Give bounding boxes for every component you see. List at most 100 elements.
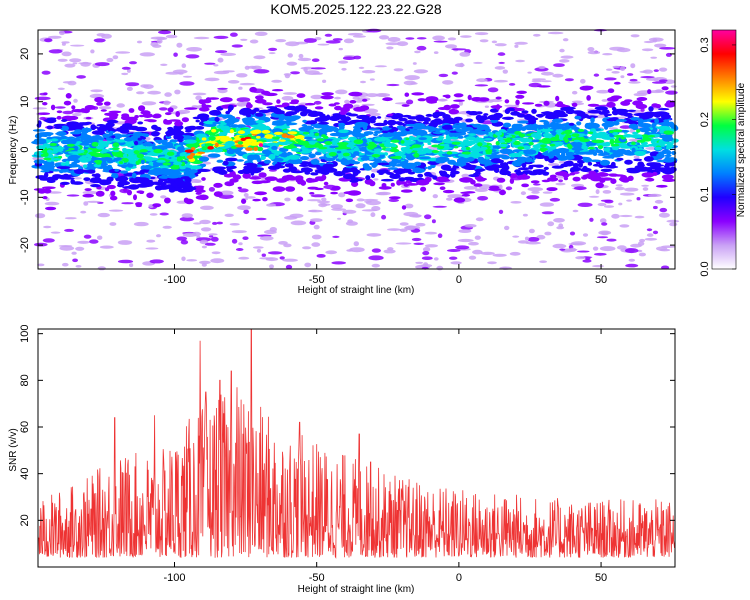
spectrogram-cell — [620, 113, 632, 116]
spectrogram-cell — [208, 136, 216, 141]
spectrogram-cell — [395, 242, 412, 245]
spectrogram-cell — [467, 94, 472, 101]
spectrogram-cell — [524, 115, 536, 121]
spectrogram-cell — [103, 144, 109, 148]
spectrogram-cell — [514, 131, 522, 135]
spectrogram-cell — [136, 91, 145, 95]
spectrogram-cell — [445, 44, 457, 49]
spectrogram-cell — [57, 87, 65, 91]
spectrogram-cell — [518, 167, 531, 171]
spectrogram-cell — [230, 32, 238, 37]
spectrogram-cell — [587, 109, 602, 114]
spectrogram-cell — [94, 97, 104, 103]
spectrogram-cell — [149, 213, 158, 216]
spectrogram-cell — [389, 173, 401, 179]
spectrogram-cell — [465, 118, 473, 123]
spectrogram-cell — [255, 95, 264, 100]
spectrogram-cell — [186, 155, 194, 160]
spectrogram-cell — [200, 227, 212, 232]
spectrogram-cell — [208, 235, 214, 238]
spectrogram-cell — [477, 142, 483, 147]
spectrogram-cell — [559, 59, 570, 63]
spectrogram-cell — [592, 164, 601, 167]
spectrogram-cell — [112, 142, 120, 148]
spectrogram-cell — [232, 173, 237, 179]
spectrogram-cell — [335, 171, 342, 176]
spectrogram-cell — [504, 104, 518, 107]
spectrogram-cell — [659, 47, 676, 50]
spectrogram-cell — [541, 71, 554, 76]
spectrogram-cell — [339, 110, 347, 115]
spectrogram-cell — [558, 179, 563, 183]
spectrogram-cell — [73, 137, 81, 142]
spectrogram-cell — [114, 168, 119, 172]
spectrogram-cell — [242, 169, 252, 174]
snr-frame — [37, 328, 676, 568]
spectrogram-cell — [594, 114, 608, 119]
spectrogram-cell — [338, 122, 346, 128]
spectrogram-cell — [417, 150, 427, 155]
spectrogram-cell — [96, 102, 103, 106]
spectrogram-cell — [459, 177, 474, 182]
spectrogram-cell — [439, 170, 448, 177]
spectrogram-cell — [487, 261, 497, 265]
spectrogram-cell — [580, 167, 592, 172]
spectrogram-cell — [199, 239, 209, 245]
spectrogram-cell — [393, 168, 407, 174]
spectrogram-cell — [587, 136, 595, 140]
spectrogram-cell — [551, 165, 564, 169]
spectrogram-cell — [107, 127, 115, 131]
spectrogram-cell — [666, 219, 680, 223]
spectrogram-cell — [106, 119, 119, 124]
spectrogram-cell — [109, 113, 118, 120]
spectrogram-cell — [665, 162, 670, 169]
spectrogram-cell — [156, 38, 163, 44]
spectrogram-cell — [521, 183, 529, 188]
spectrogram-cell — [415, 162, 422, 166]
spectrogram-cell — [77, 240, 90, 244]
spectrogram-cell — [367, 156, 375, 161]
spectrogram-cell — [343, 191, 354, 195]
spectrogram-cell — [353, 147, 360, 153]
spectrogram-cell — [60, 125, 69, 132]
spectrogram-cell — [401, 154, 407, 160]
spectrogram-cell — [186, 47, 203, 52]
spectrogram-cell — [552, 243, 567, 249]
spectrogram-cell — [313, 100, 322, 105]
spectrogram-cell — [634, 165, 645, 171]
spectrogram-cell — [568, 247, 577, 252]
spectrogram-cell — [628, 258, 635, 262]
spectrogram-cell — [58, 155, 63, 159]
spectrogram-cell — [443, 117, 455, 124]
spectrogram-cell — [345, 198, 354, 203]
spectrogram-cell — [91, 135, 99, 140]
spectrogram-cell — [311, 242, 321, 247]
spectrogram-cell — [387, 167, 399, 170]
spectrogram-cell — [71, 181, 84, 185]
spectrogram-cell — [483, 113, 489, 116]
spectrogram-cell — [296, 93, 306, 98]
spectrogram-cell — [293, 105, 307, 112]
spectrogram-cell — [58, 136, 68, 140]
spectrogram-cell — [90, 184, 101, 188]
spectrogram-cell — [261, 129, 271, 134]
spectrogram-cell — [341, 169, 350, 173]
spectrogram-cell — [658, 212, 670, 218]
spectrogram-cell — [268, 47, 278, 52]
spectrogram-cell — [491, 159, 504, 164]
spectrogram-cell — [249, 39, 259, 44]
spectrogram-cell — [52, 158, 61, 161]
spectrogram-cell — [276, 178, 288, 183]
spectrogram-cell — [432, 35, 445, 41]
spectrogram-cell — [595, 182, 604, 189]
spectrogram-cell — [287, 53, 293, 58]
y-tick-label: 20 — [19, 514, 31, 526]
spectrogram-cell — [314, 117, 329, 122]
spectrogram-cell — [463, 186, 478, 190]
spectrogram-cell — [342, 209, 357, 214]
spectrogram-cell — [214, 142, 219, 148]
spectrogram-cell — [475, 138, 485, 145]
spectrogram-cell — [522, 173, 527, 179]
spectrogram-cell — [231, 44, 243, 48]
y-tick-label: 100 — [19, 324, 31, 342]
